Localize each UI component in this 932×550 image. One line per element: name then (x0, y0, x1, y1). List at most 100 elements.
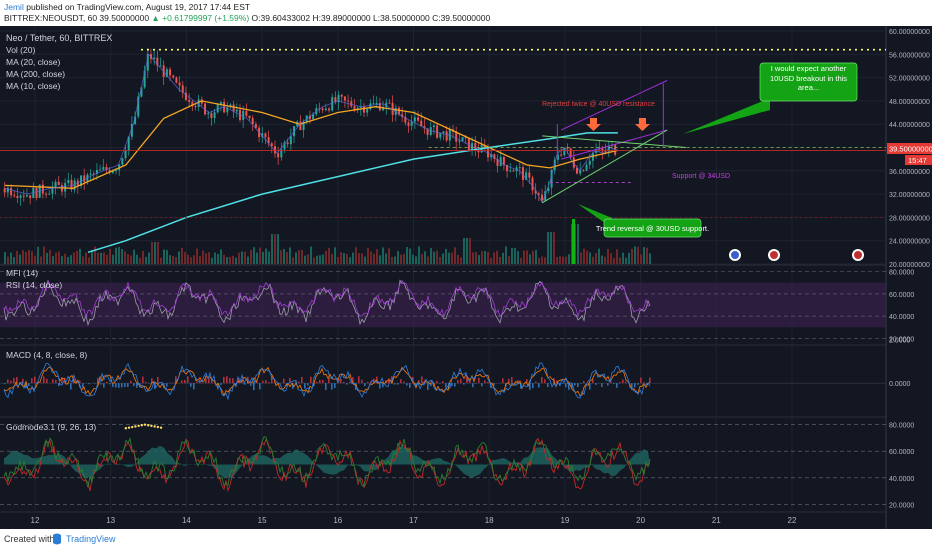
candle-body (19, 195, 22, 198)
chart-svg[interactable]: 12 13 14 15 16 17 18 19 20 21 22 60.00000000 56.0000… (0, 26, 932, 529)
volume-bar (397, 250, 399, 264)
volume-bar (487, 252, 489, 264)
macd-hist (457, 379, 459, 384)
macd-hist (391, 376, 393, 384)
volume-bar (589, 252, 591, 264)
candle-body (242, 110, 245, 120)
chart-area[interactable]: 12 13 14 15 16 17 18 19 20 21 22 60.00000000 56.0000… (0, 26, 932, 529)
volume-bar (277, 234, 279, 264)
volume-bar (133, 249, 135, 264)
volume-bar (346, 254, 348, 264)
candle-body (525, 172, 528, 180)
macd-hist (172, 382, 174, 384)
volume-bar (322, 254, 324, 264)
candle-body (499, 156, 502, 166)
macd-hist (385, 380, 387, 384)
volume-bar (412, 254, 414, 264)
author-link[interactable]: Jemil (4, 2, 24, 12)
macd-hist (376, 376, 378, 384)
volume-bar (442, 253, 444, 264)
candle-body (67, 179, 70, 184)
macd-hist (352, 377, 354, 384)
godmode-dot (137, 424, 140, 428)
candle-body (509, 170, 512, 172)
volume-bar (286, 251, 288, 264)
volume-bar (490, 257, 492, 264)
macd-hist (301, 376, 303, 384)
volume-bar (406, 246, 408, 264)
macd-hist (643, 382, 645, 384)
volume-bar (403, 254, 405, 264)
volume-bar (91, 249, 93, 264)
macd-hist (61, 377, 63, 384)
volume-bar (307, 254, 309, 264)
volume-bar (364, 256, 366, 264)
moving-averages (4, 53, 619, 254)
macd-hist (262, 380, 264, 384)
volume-bar (373, 253, 375, 264)
macd-hist (631, 383, 633, 390)
legend-item: MA (200, close) (6, 69, 65, 79)
osc-tick-label: 40.0000 (889, 314, 914, 321)
candle-body (235, 109, 238, 112)
candle-body (51, 187, 54, 194)
volume-bar (130, 255, 132, 264)
candle-body (553, 159, 556, 171)
rsi-line (3, 279, 651, 319)
volume-bar (496, 250, 498, 264)
volume-bar (97, 252, 99, 264)
candle-body (331, 97, 334, 111)
candle-body (334, 97, 337, 103)
volume-bar (469, 238, 471, 264)
volume-bar (541, 256, 543, 264)
oscillator-panes (0, 271, 886, 505)
candle-body (226, 107, 229, 113)
candle-body (130, 123, 133, 137)
trendline-lower (541, 129, 668, 204)
event-icons[interactable] (729, 249, 864, 261)
volume-bar (316, 255, 318, 264)
macd-hist (154, 383, 156, 390)
candle-body (537, 193, 540, 195)
price-tick-label: 20.00000000 (889, 262, 930, 269)
candle-body (54, 181, 57, 188)
volume-bar (463, 238, 465, 264)
candle-body (13, 195, 16, 197)
volume-bar (478, 255, 480, 264)
macd-hist (514, 383, 516, 385)
brand-link[interactable]: TradingView (66, 534, 116, 544)
candle-body (455, 131, 458, 142)
volume-bar (601, 255, 603, 264)
macd-hist (577, 383, 579, 388)
volume-bar (301, 249, 303, 264)
volume-bar (514, 247, 516, 264)
candle-body (181, 85, 184, 93)
volume-bar (187, 254, 189, 264)
volume-bar (547, 232, 549, 264)
x-tick-label: 16 (333, 516, 342, 525)
macd-hist (244, 383, 246, 385)
macd-hist (469, 378, 471, 384)
volume-bar (265, 248, 267, 264)
volume-bar (61, 256, 63, 264)
price-tick-label: 48.00000000 (889, 99, 930, 106)
macd-hist (292, 383, 294, 389)
volume-bar (619, 257, 621, 264)
volume-bar (28, 249, 30, 264)
candle-body (210, 113, 213, 119)
volume-bar (529, 254, 531, 264)
flag-icon-inner (854, 251, 862, 259)
macd-hist (640, 377, 642, 384)
macd-hist (394, 383, 396, 385)
macd-hist (427, 383, 429, 391)
macd-hist (415, 383, 417, 387)
ohlc-line: BITTREX:NEOUSDT, 60 39.50000000 ▲ +0.617… (4, 13, 490, 23)
macd-hist (289, 377, 291, 384)
volume-bar (610, 253, 612, 264)
candle-body (496, 159, 499, 166)
volume-bar (628, 252, 630, 264)
candle-body (556, 154, 559, 160)
volume-bar (250, 250, 252, 264)
price-tick-label: 28.00000000 (889, 215, 930, 222)
macd-hist (157, 376, 159, 384)
